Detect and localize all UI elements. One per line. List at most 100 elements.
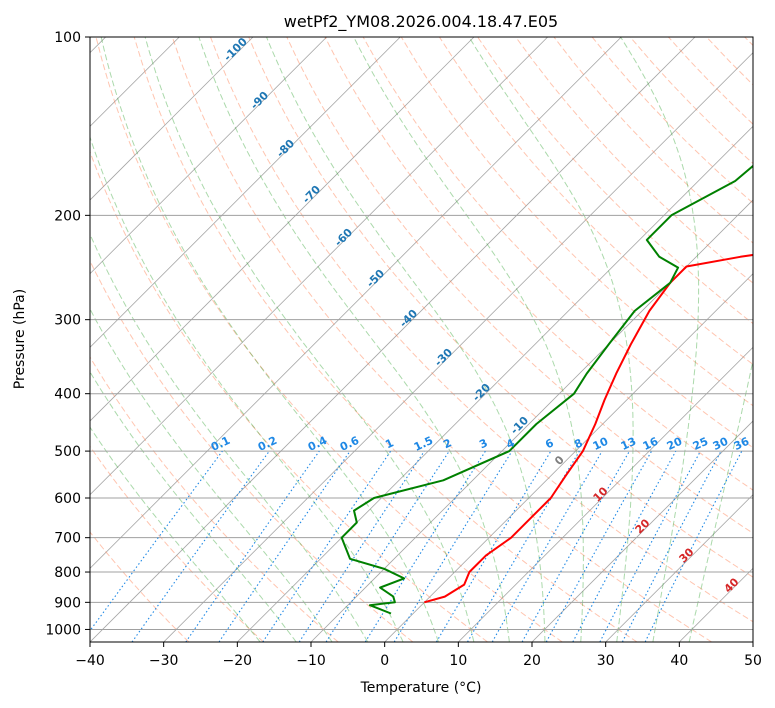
dry-adiabat-line	[286, 37, 753, 534]
x-tick-label: −30	[149, 653, 179, 669]
isotherm-line	[237, 125, 753, 642]
mixing-ratio-label: 4	[504, 436, 517, 451]
isotherm-line	[163, 52, 753, 642]
dry-adiabat-label: -80	[274, 137, 297, 160]
dry-adiabat-line	[90, 531, 190, 642]
dry-adiabat-line	[400, 37, 753, 407]
mixing-ratio-line	[90, 450, 223, 632]
isotherm-line	[531, 420, 753, 642]
mixing-ratio-line	[131, 450, 270, 642]
x-axis-label: Temperature (°C)	[360, 680, 482, 696]
moist-adiabat-line	[620, 37, 700, 642]
plot-frame	[89, 36, 754, 643]
isotherm-line	[90, 37, 475, 422]
dry-adiabat-label: -20	[470, 381, 493, 404]
chart-title: wetPf2_YM08.2026.004.18.47.E05	[284, 12, 558, 32]
mixing-ratio-line	[262, 450, 392, 642]
mixing-ratio-label: 3	[477, 436, 489, 451]
mixing-ratio-line	[185, 450, 320, 642]
x-tick-label: −10	[296, 653, 326, 669]
dry-adiabat-line	[90, 259, 414, 642]
moist-adiabat-line	[90, 233, 369, 642]
moist-adiabat-line	[353, 37, 584, 642]
y-tick-label: 200	[54, 208, 81, 224]
x-tick-label: 0	[380, 653, 389, 669]
mixing-ratio-label: 13	[619, 435, 638, 453]
dry-adiabat-line	[553, 37, 753, 244]
dry-adiabat-line	[90, 356, 339, 642]
dry-adiabat-line	[248, 37, 753, 578]
y-tick-label: 700	[54, 531, 81, 547]
x-axis: −40 −30 −20 −10 0 10 20 30 40 50	[75, 642, 762, 669]
isotherm-line	[90, 37, 327, 275]
moist-adiabat-line	[198, 37, 510, 642]
moist-adiabat-line	[90, 308, 333, 642]
mixing-ratio-label: 30	[711, 435, 731, 453]
dry-adiabat-line	[706, 37, 753, 86]
mixing-ratio-label: 10	[591, 435, 611, 453]
moist-adiabat-line	[266, 37, 546, 642]
dry-adiabat-line	[90, 150, 488, 642]
x-tick-label: −20	[223, 653, 253, 669]
moist-adiabat-line	[100, 37, 439, 642]
dry-adiabat-label: -100	[221, 35, 250, 64]
y-tick-label: 800	[54, 565, 81, 581]
mixing-ratio-line	[644, 450, 743, 642]
mixing-ratio-label: 16	[641, 435, 661, 453]
dry-adiabat-line	[171, 37, 712, 642]
isotherm-line	[90, 37, 254, 201]
x-tick-label: 40	[670, 653, 688, 669]
y-tick-label: 500	[54, 444, 81, 460]
y-tick-label: 1000	[45, 622, 81, 638]
dry-adiabat-label: 10	[591, 484, 611, 504]
dry-adiabat-line	[95, 37, 563, 642]
y-axis-label: Pressure (hPa)	[12, 289, 28, 389]
dry-adiabat-line	[515, 37, 753, 284]
mixing-ratio-line	[298, 450, 425, 642]
moist-adiabat-line	[90, 426, 261, 642]
y-tick-label: 400	[54, 387, 81, 403]
mixing-ratio-label: 20	[665, 435, 685, 453]
y-tick-label: 300	[54, 313, 81, 329]
mixing-ratio-label: 25	[691, 435, 710, 453]
y-axis: 100 200 300 400 500 600 700 800 900 1000	[45, 30, 90, 638]
moist-adiabat-line	[90, 370, 297, 642]
dry-adiabat-line	[133, 37, 638, 642]
isotherm-line	[679, 567, 753, 642]
mixing-ratio-line	[218, 450, 351, 642]
x-tick-label: 50	[744, 653, 762, 669]
dewpoint-profile	[340, 164, 753, 615]
isotherm-line	[605, 494, 753, 642]
dry-adiabat-line	[210, 37, 753, 623]
dry-adiabat-line	[438, 37, 753, 366]
dry-adiabat-label: 0	[552, 453, 567, 468]
y-tick-label: 600	[54, 491, 81, 507]
moist-adiabat-line	[144, 37, 475, 642]
dry-adiabat-label: -30	[432, 346, 455, 369]
temperature-profile	[424, 253, 753, 604]
y-tick-label: 100	[54, 30, 81, 46]
mixing-ratio-line	[572, 450, 677, 642]
dry-adiabat-label: 40	[722, 575, 742, 595]
mixing-ratio-label: 2	[441, 436, 453, 451]
x-tick-label: −40	[75, 653, 105, 669]
plot-area: -100-90-80-70-60-50-40-30-20-10010203040…	[90, 35, 753, 642]
dry-adiabat-label: 20	[633, 516, 653, 536]
isotherm-line	[384, 273, 753, 642]
x-tick-label: 10	[449, 653, 467, 669]
x-tick-label: 30	[597, 653, 615, 669]
dry-adiabat-line	[744, 37, 753, 47]
dry-adiabat-label: 30	[677, 545, 697, 565]
dry-adiabat-label: -50	[364, 267, 387, 290]
dry-adiabat-label: -70	[300, 183, 323, 206]
mixing-ratio-line	[325, 450, 450, 642]
isotherm-line	[90, 37, 696, 642]
mixing-ratio-label: 36	[732, 435, 752, 453]
dry-adiabat-line	[90, 445, 264, 642]
y-tick-label: 900	[54, 595, 81, 611]
dry-adiabat-label: -60	[332, 226, 355, 249]
isotherm-line	[90, 37, 622, 569]
mixing-ratio-line	[521, 450, 630, 642]
moist-adiabat-line	[688, 358, 753, 642]
